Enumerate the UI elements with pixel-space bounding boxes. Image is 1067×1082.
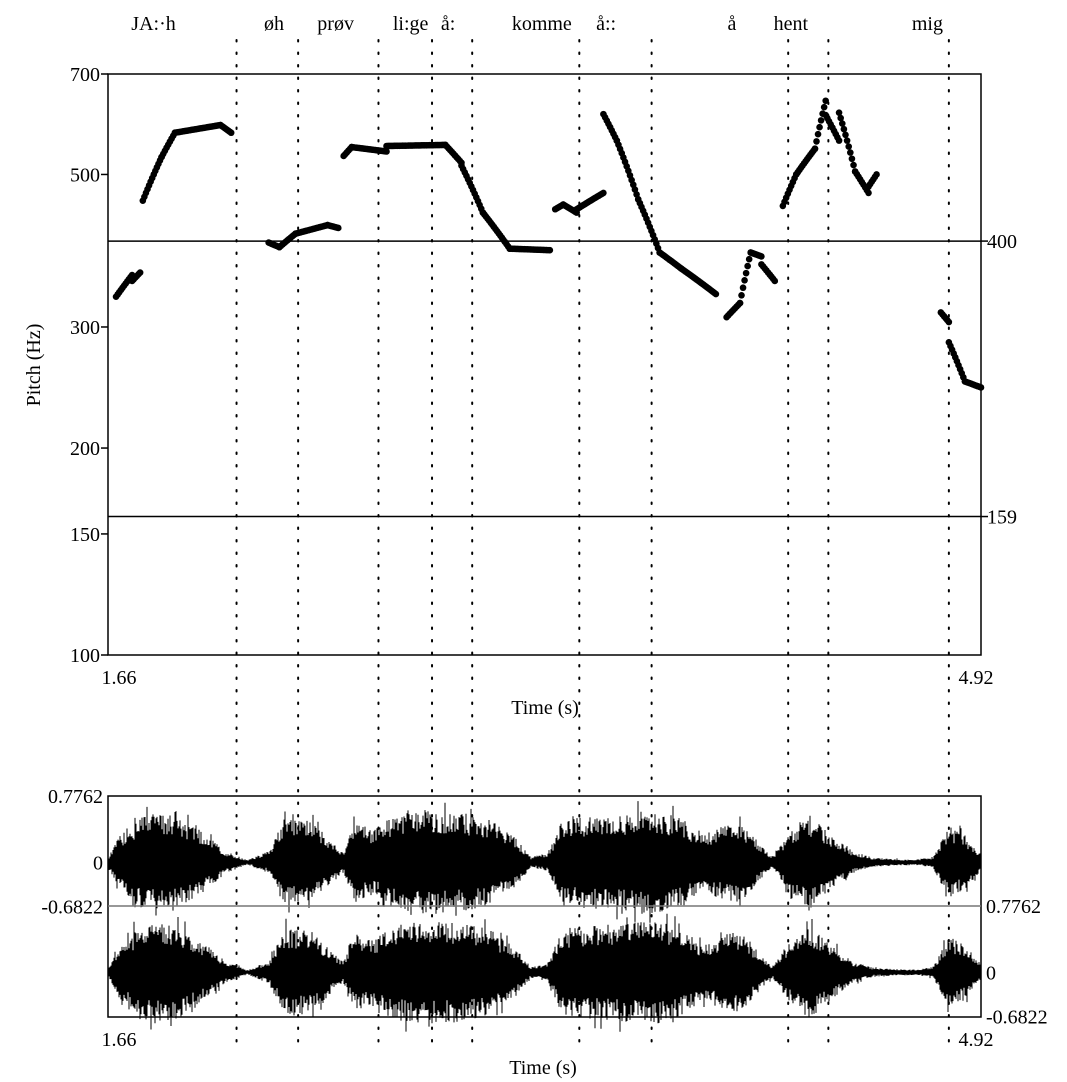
pitch-point <box>820 103 828 111</box>
pitch-point <box>814 130 822 138</box>
pitch-point <box>335 224 342 232</box>
pitch-x-axis-label: Time (s) <box>511 697 579 719</box>
word-label: å: <box>441 13 455 35</box>
pitch-point <box>816 123 823 131</box>
waveform-y-max-label: 0.7762 <box>48 786 103 808</box>
word-label: JA:·h <box>131 13 175 35</box>
pitch-point <box>842 131 849 139</box>
pitch-point <box>745 255 753 263</box>
pitch-y-tick-label: 300 <box>70 317 100 339</box>
pitch-point <box>546 246 554 254</box>
pitch-point <box>865 189 872 197</box>
pitch-x-tick-label-start: 1.66 <box>102 667 137 689</box>
pitch-point <box>835 109 843 116</box>
pitch-y-tick-label: 700 <box>70 64 100 86</box>
pitch-reference-label: 159 <box>987 507 1017 529</box>
pitch-point <box>739 284 747 292</box>
waveform-y-max-label: 0.7762 <box>986 896 1041 918</box>
waveform-y-min-label: -0.6822 <box>986 1007 1048 1029</box>
word-labels: JA:·h øh prøv li:ge å: komme å:: å hent mig <box>131 13 943 35</box>
pitch-point <box>811 145 819 153</box>
pitch-x-tick-label-end: 4.92 <box>959 667 994 689</box>
waveform-channels: 0.7762 0 -0.6822 0.7762 0 -0.6822 <box>41 786 1048 1032</box>
pitch-point <box>771 277 779 285</box>
pitch-point <box>758 253 765 260</box>
pitch-point <box>848 155 856 163</box>
pitch-y-tick-label: 150 <box>70 524 100 546</box>
word-label: å <box>728 13 737 35</box>
waveform-x-tick-label-end: 4.92 <box>959 1029 994 1051</box>
pitch-point <box>837 114 844 122</box>
pitch-point <box>136 269 144 276</box>
pitch-point <box>227 129 235 137</box>
pitch-point <box>977 384 985 391</box>
pitch-y-tick-label: 200 <box>70 438 100 460</box>
waveform-x-tick-label-start: 1.66 <box>102 1029 137 1051</box>
pitch-point <box>847 149 854 156</box>
pitch-point <box>742 269 750 277</box>
pitch-point <box>738 292 745 299</box>
word-label: mig <box>912 13 943 35</box>
pitch-points <box>112 97 985 391</box>
pitch-panel: 100 150 200 300 500 700 400 159 Pitch (Hz) 1.6… <box>23 64 1017 719</box>
pitch-y-axis-ticks: 100 150 200 300 500 700 <box>70 64 108 667</box>
pitch-point <box>945 318 953 326</box>
pitch-point <box>850 161 857 169</box>
pitch-y-tick-label: 100 <box>70 645 100 667</box>
pitch-point <box>736 299 744 307</box>
pitch-point <box>873 171 880 178</box>
waveform-zero-label: 0 <box>986 962 996 984</box>
pitch-point <box>845 143 853 150</box>
pitch-point <box>633 191 640 198</box>
pitch-point <box>817 117 825 124</box>
pitch-reference-lines: 400 159 <box>108 231 1017 529</box>
pitch-point <box>843 137 851 144</box>
word-label: prøv <box>317 13 354 35</box>
pitch-point <box>840 125 848 133</box>
pitch-y-axis-label: Pitch (Hz) <box>23 324 45 407</box>
waveform-y-min-label: -0.6822 <box>41 897 103 919</box>
pitch-point <box>712 290 720 298</box>
pitch-point <box>744 262 751 270</box>
pitch-point <box>600 189 607 197</box>
word-label: komme <box>512 13 572 35</box>
pitch-point <box>822 97 829 105</box>
pitch-plot-frame <box>107 73 982 656</box>
waveform-zero-label: 0 <box>93 852 103 874</box>
word-label: øh <box>264 13 284 35</box>
pitch-point <box>813 138 820 145</box>
pitch-point <box>835 137 843 144</box>
word-label: hent <box>774 13 809 35</box>
waveform-trace <box>108 913 981 1032</box>
pitch-point <box>741 277 748 284</box>
waveform-trace <box>108 801 981 923</box>
waveform-x-axis-label: Time (s) <box>509 1057 577 1079</box>
pitch-reference-label: 400 <box>987 231 1017 253</box>
waveform-panel: 0.7762 0 -0.6822 0.7762 0 -0.6822 1.66 4.92 T… <box>41 786 1047 1079</box>
pitch-point <box>838 120 846 127</box>
pitch-point <box>383 148 390 155</box>
pitch-y-tick-label: 500 <box>70 164 100 186</box>
word-label: li:ge <box>393 13 429 35</box>
word-label: å:: <box>596 13 616 35</box>
